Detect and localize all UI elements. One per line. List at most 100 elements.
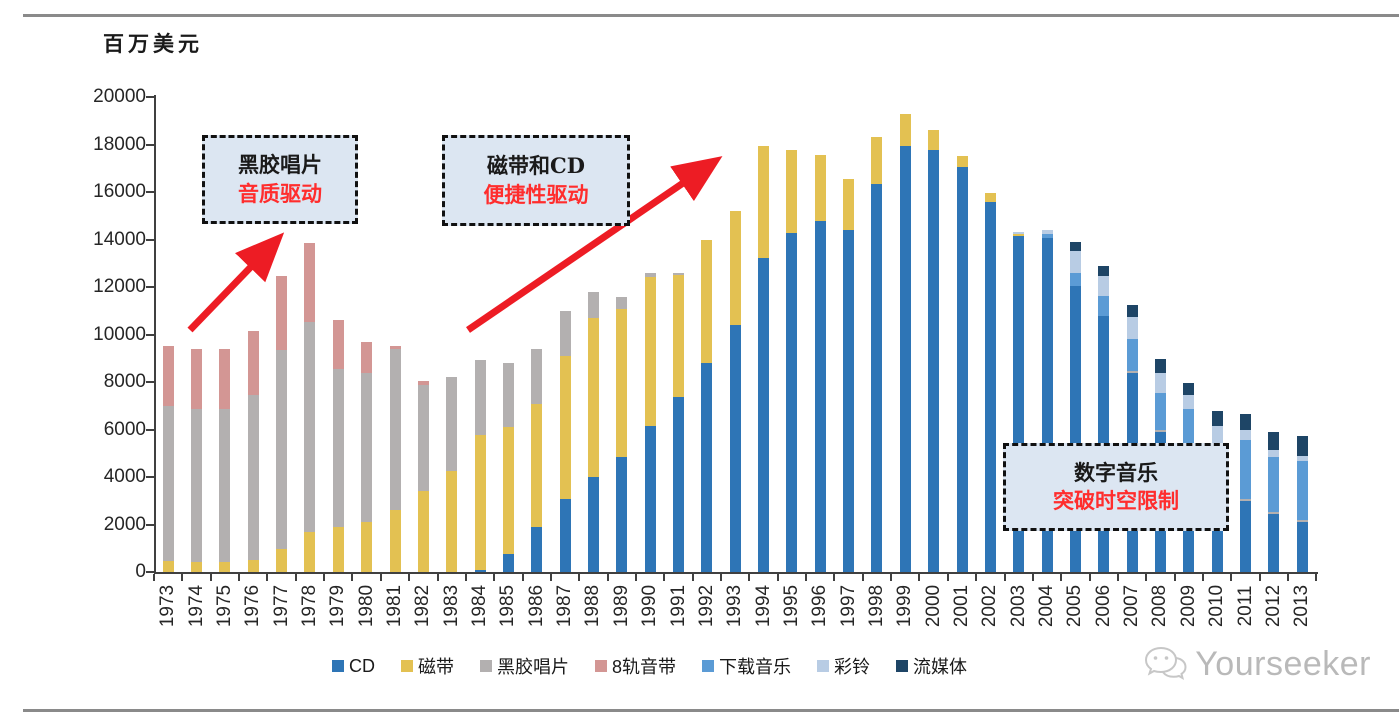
- bar-segment-1986: [531, 527, 543, 572]
- bar-segment-1999: [899, 113, 911, 146]
- x-tick: [578, 574, 581, 581]
- bar-segment-1982: [417, 380, 429, 386]
- bar-segment-2007: [1126, 339, 1138, 372]
- legend-label: 黑胶唱片: [497, 657, 569, 677]
- bar-segment-1981: [389, 348, 401, 511]
- x-tick-label: 1998: [865, 584, 887, 628]
- bar-segment-1992: [701, 239, 713, 363]
- bar-segment-2003: [1013, 232, 1025, 234]
- x-tick: [720, 574, 722, 581]
- bar-segment-1998: [871, 183, 883, 572]
- bar-segment-1996: [814, 221, 826, 572]
- bar-segment-2011: [1240, 498, 1251, 501]
- bar-segment-1985: [502, 362, 514, 427]
- bar-segment-2007: [1126, 371, 1138, 373]
- bar-segment-1979: [332, 320, 344, 369]
- bar-segment-1978: [304, 322, 316, 533]
- bar-segment-1995: [786, 149, 798, 234]
- x-tick: [323, 574, 326, 581]
- x-tick: [1201, 574, 1204, 581]
- x-tick-label: 2008: [1149, 584, 1171, 628]
- bar-segment-2004: [1041, 230, 1053, 234]
- bar-segment-2006: [1098, 276, 1110, 297]
- x-tick-label: 1980: [355, 584, 377, 628]
- bar-segment-1984: [474, 435, 486, 570]
- x-tick-label: 1981: [384, 584, 405, 628]
- bar-segment-1974: [191, 409, 203, 563]
- x-tick-label: 1989: [610, 584, 632, 628]
- bar-segment-1995: [786, 233, 798, 572]
- legend-item: 磁带: [401, 653, 454, 679]
- bar-segment-1984: [474, 569, 486, 572]
- wechat-icon: [1145, 646, 1187, 681]
- x-tick: [1287, 574, 1289, 581]
- bar-segment-1975: [219, 562, 231, 572]
- x-tick-label: 1988: [582, 584, 604, 628]
- bar-segment-1976: [247, 395, 259, 561]
- bar-segment-1994: [758, 258, 770, 572]
- x-tick: [238, 574, 241, 581]
- bar-segment-2010: [1211, 425, 1223, 445]
- bar-segment-2011: [1240, 413, 1251, 431]
- bar-segment-1999: [899, 145, 911, 572]
- bar-segment-1979: [332, 526, 344, 572]
- y-tick-label: 0: [135, 561, 146, 582]
- legend-item: 黑胶唱片: [480, 653, 569, 679]
- bar-segment-1985: [502, 426, 514, 554]
- legend-label: 磁带: [418, 657, 454, 677]
- x-tick: [1145, 574, 1148, 581]
- legend-item: CD: [332, 656, 375, 677]
- x-tick: [776, 574, 779, 581]
- bar-segment-2012: [1268, 514, 1280, 572]
- bar-segment-2010: [1211, 492, 1223, 572]
- x-tick-label: 2011: [1234, 585, 1256, 627]
- bar-segment-1978: [304, 243, 316, 323]
- legend-swatch: [332, 660, 344, 672]
- bar-segment-2001: [956, 167, 968, 572]
- x-tick-label: 1977: [270, 584, 292, 628]
- bar-segment-2006: [1098, 265, 1110, 277]
- x-tick-label: 1984: [469, 584, 491, 628]
- y-tick: [146, 286, 155, 288]
- legend-item: 流媒体: [896, 653, 967, 679]
- bar-segment-1993: [729, 324, 741, 572]
- x-tick: [748, 574, 751, 581]
- x-tick-label: 1978: [298, 584, 320, 628]
- bar-segment-1977: [276, 549, 288, 572]
- y-tick-label: 10000: [93, 323, 146, 345]
- x-tick-label: 2006: [1092, 584, 1114, 628]
- x-tick-label: 1976: [242, 584, 264, 628]
- y-tick: [146, 333, 155, 336]
- bar-segment-2013: [1296, 455, 1308, 461]
- bar-segment-2013: [1296, 519, 1308, 523]
- annotation-subtitle: 音质驱动: [238, 180, 322, 206]
- bar-segment-2008: [1154, 393, 1166, 430]
- y-axis-unit-label: 百万美元: [103, 31, 203, 56]
- legend-item: 下载音乐: [702, 653, 791, 679]
- x-tick-label: 1983: [440, 584, 462, 628]
- bar-segment-1976: [247, 330, 259, 396]
- y-tick-label: 4000: [103, 466, 146, 487]
- legend-item: 8轨音带: [595, 653, 676, 679]
- x-tick-label: 2012: [1262, 584, 1284, 628]
- annotation-box-cassette-cd: 磁带和CD 便捷性驱动: [442, 135, 630, 226]
- y-tick: [146, 143, 155, 146]
- x-tick: [1116, 574, 1119, 581]
- bar-segment-1975: [219, 348, 231, 409]
- bar-segment-1980: [361, 342, 373, 374]
- bar-segment-1975: [219, 408, 231, 563]
- x-tick-label: 1973: [157, 584, 179, 628]
- x-tick: [493, 574, 496, 581]
- bottom-divider: [23, 709, 1399, 712]
- x-tick: [209, 574, 212, 581]
- annotation-box-vinyl: 黑胶唱片 音质驱动: [202, 135, 358, 224]
- y-tick: [146, 523, 155, 526]
- x-tick: [975, 574, 978, 581]
- bar-segment-1973: [162, 405, 174, 561]
- x-tick: [464, 574, 467, 581]
- x-tick: [805, 574, 808, 581]
- annotation-title: 数字音乐: [1074, 459, 1158, 485]
- bar-segment-2013: [1296, 522, 1308, 572]
- bar-segment-1990: [644, 425, 656, 572]
- y-tick-label: 14000: [93, 228, 146, 250]
